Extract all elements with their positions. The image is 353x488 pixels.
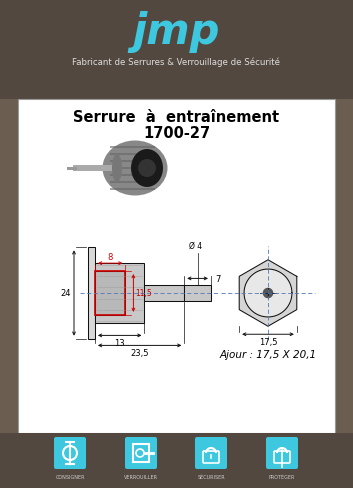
Bar [133, 444, 149, 462]
Bar [73, 165, 115, 172]
Text: 13: 13 [114, 339, 125, 347]
Text: jmp: jmp [133, 11, 220, 53]
Text: 17,5: 17,5 [259, 338, 277, 346]
Text: CONSIGNER: CONSIGNER [55, 474, 85, 479]
Bar [95, 272, 125, 315]
Text: 11,5: 11,5 [136, 289, 152, 298]
Ellipse shape [102, 141, 168, 196]
Bar [88, 248, 95, 339]
Bar [184, 286, 211, 301]
Ellipse shape [112, 155, 122, 183]
Text: 8: 8 [108, 253, 113, 262]
FancyBboxPatch shape [195, 437, 227, 469]
Bar [144, 286, 184, 301]
Bar [110, 153, 155, 156]
FancyBboxPatch shape [54, 437, 86, 469]
Text: Serrure  à  entraînement: Serrure à entraînement [73, 110, 280, 125]
Text: Ø 4: Ø 4 [189, 241, 202, 250]
FancyBboxPatch shape [125, 437, 157, 469]
Text: 24: 24 [60, 289, 71, 298]
Text: 23,5: 23,5 [130, 349, 149, 358]
Bar [0, 0, 353, 100]
Bar [110, 188, 155, 191]
Bar [110, 181, 155, 183]
Bar [95, 272, 125, 315]
FancyBboxPatch shape [266, 437, 298, 469]
Text: Fabricant de Serrures & Verrouillage de Sécurité: Fabricant de Serrures & Verrouillage de … [72, 57, 281, 67]
Polygon shape [239, 260, 297, 326]
Text: VERROUILLER: VERROUILLER [124, 474, 158, 479]
Text: SÉCURISER: SÉCURISER [197, 474, 225, 479]
Polygon shape [263, 288, 273, 299]
Bar [110, 146, 155, 149]
Bar [110, 160, 155, 163]
Bar [110, 174, 155, 177]
Polygon shape [244, 269, 292, 317]
Ellipse shape [131, 150, 163, 187]
Circle shape [138, 160, 156, 178]
Bar [0, 433, 353, 488]
Bar [110, 167, 155, 170]
Bar [18, 100, 335, 433]
Bar [67, 167, 77, 170]
Bar [95, 263, 144, 324]
Text: 1700-27: 1700-27 [143, 126, 210, 141]
Text: Ajour : 17,5 X 20,1: Ajour : 17,5 X 20,1 [220, 350, 317, 360]
Text: 7: 7 [215, 274, 220, 284]
Text: PROTÉGER: PROTÉGER [269, 474, 295, 479]
